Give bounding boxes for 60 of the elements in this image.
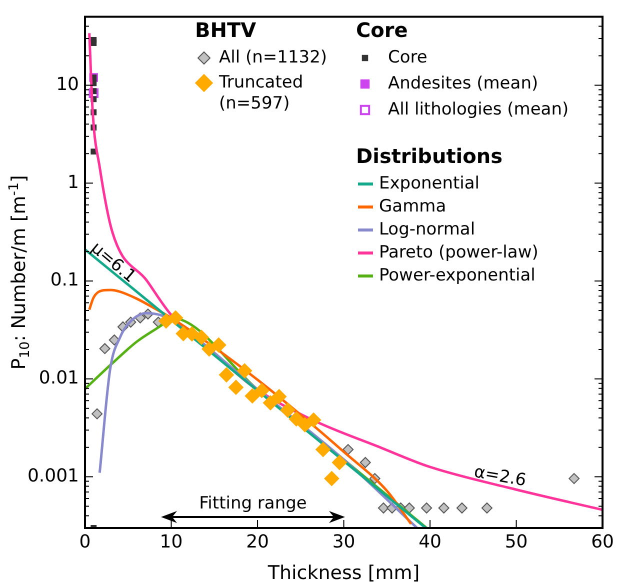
annotation: Core (356, 18, 408, 42)
y-tick-label: 10 (56, 74, 79, 95)
legend-label: Core (388, 47, 428, 68)
point (568, 473, 580, 484)
annotation: Distributions (356, 144, 502, 168)
point (228, 380, 244, 395)
x-axis-title: Thickness [mm] (266, 562, 420, 582)
point (438, 502, 450, 514)
legend-label: Log-normal (379, 219, 476, 240)
point (88, 88, 99, 98)
point (456, 502, 468, 514)
x-tick-label: 0 (79, 531, 91, 552)
legend-label: Pareto (power-law) (379, 242, 538, 262)
point (342, 444, 354, 456)
point (421, 502, 432, 514)
y-tick-label: 0.001 (27, 465, 79, 486)
legend-label: Power-exponential (379, 265, 536, 286)
legend-label: Truncated (n=597) (218, 72, 304, 114)
y-tick-label: 0.01 (38, 368, 79, 389)
annotation: α=2.6 (472, 462, 528, 491)
y-tick-label: 1 (68, 172, 79, 193)
point (288, 411, 304, 426)
point (244, 388, 260, 404)
legend-label: Andesites (mean) (388, 73, 538, 94)
point (332, 455, 347, 470)
point (99, 343, 110, 354)
y-axis-title: P10: Number/m [m-1] (6, 175, 34, 370)
annotation: BHTV (195, 18, 257, 42)
annotation: Fitting range (199, 493, 307, 514)
y-tick-label: 0.1 (50, 270, 79, 291)
point (90, 40, 97, 46)
point (316, 442, 331, 458)
legend-label: Gamma (379, 196, 446, 216)
point (202, 342, 217, 357)
point (218, 367, 234, 382)
legend-label: All (n=1132) (219, 47, 328, 68)
legend-label: Exponential (379, 173, 480, 194)
point (481, 502, 492, 514)
legend-label: All lithologies (mean) (388, 99, 569, 120)
x-tick-label: 10 (160, 531, 183, 552)
point (92, 408, 103, 420)
point (237, 363, 252, 378)
point (378, 502, 389, 514)
x-tick-label: 40 (418, 531, 442, 552)
point (158, 314, 174, 329)
point (404, 502, 415, 514)
point (324, 471, 340, 486)
x-tick-label: 50 (504, 531, 528, 552)
point (306, 412, 322, 428)
point (272, 389, 287, 404)
point (262, 395, 278, 410)
x-tick-label: 30 (332, 531, 356, 552)
point (254, 383, 270, 398)
x-tick-label: 20 (246, 531, 269, 552)
point (280, 402, 296, 418)
point (168, 310, 184, 326)
point (194, 330, 209, 345)
point (211, 338, 226, 353)
point (360, 457, 371, 468)
x-tick-label: 60 (591, 531, 614, 552)
